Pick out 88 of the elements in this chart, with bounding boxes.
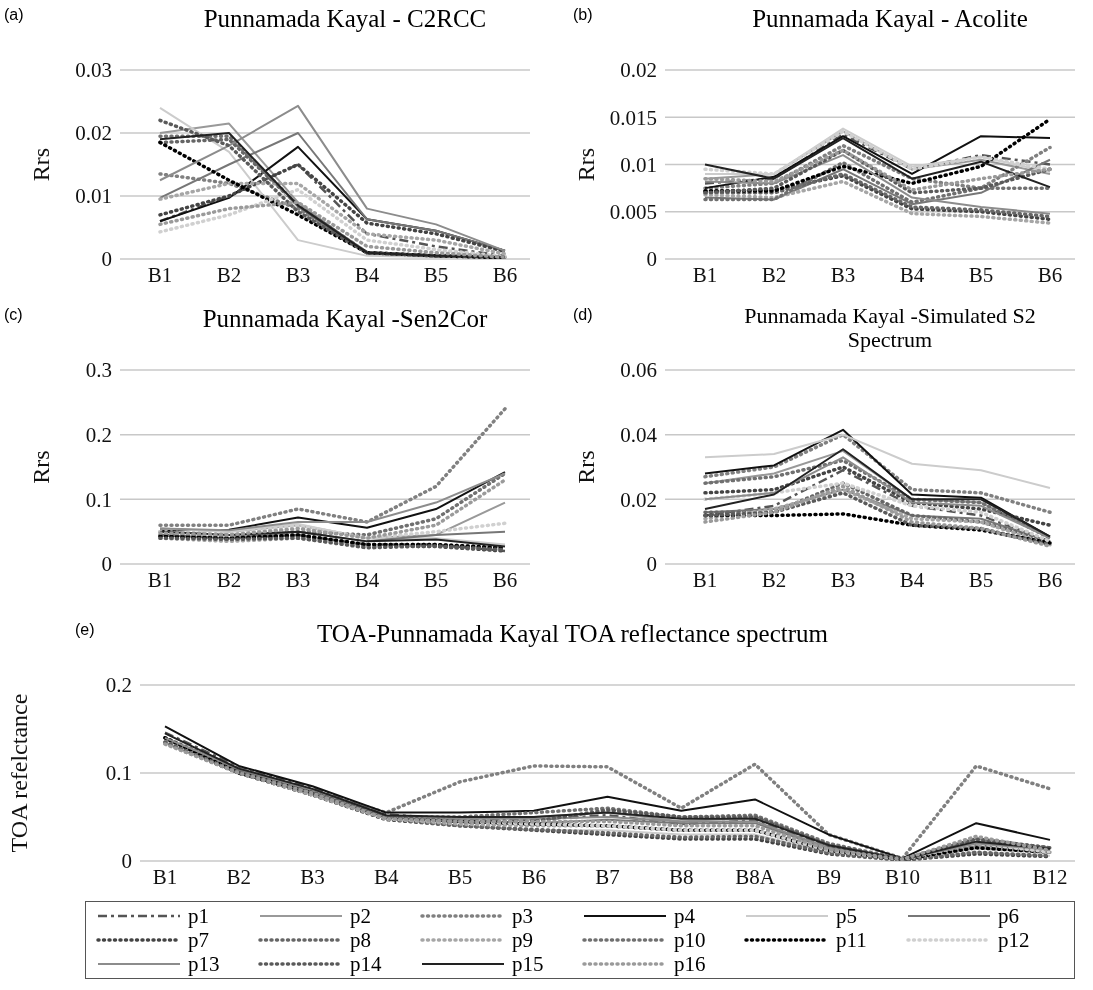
y-tick-label: 0.03 [75,58,112,83]
legend-label: p15 [512,952,544,976]
text: (d) [573,306,593,324]
y-tick-label: 0.2 [85,423,112,448]
x-tick-label: B2 [216,567,242,592]
x-tick-label: B5 [968,262,994,287]
y-tick-label: 0 [101,247,112,272]
legend-label: p1 [188,904,209,928]
y-tick-label: 0.01 [620,152,657,177]
legend-label: p11 [836,928,867,952]
x-tick-label: B2 [761,567,787,592]
y-tick-label: 0.06 [620,358,657,383]
x-tick-label: B4 [354,262,380,287]
x-tick-label: B3 [300,864,325,889]
y-tick-label: 0.02 [75,121,112,146]
legend-label: p14 [350,952,382,976]
text: (a) [4,6,24,24]
text: (c) [4,306,23,324]
y-tick-label: 0.3 [85,358,112,383]
legend-label: p12 [998,928,1030,952]
x-tick-label: B6 [1037,567,1063,592]
x-tick-label: B3 [830,262,856,287]
y-axis-title: Rrs [572,450,599,484]
legend-label: p4 [674,904,695,928]
y-tick-label: 0.005 [609,200,657,225]
legend-label: p7 [188,928,209,952]
y-tick-label: 0.02 [620,487,657,512]
y-axis-title: TOA refelctance [5,693,32,853]
text: (e) [75,621,95,639]
y-axis-title: Rrs [27,450,54,484]
x-tick-label: B10 [884,864,921,889]
chart-title: TOA-Punnamada Kayal TOA reflectance spectrum [317,620,828,647]
x-tick-label: B5 [968,567,994,592]
legend-label: p13 [188,952,220,976]
y-tick-label: 0 [101,552,112,577]
x-tick-label: B2 [226,864,252,889]
x-tick-label: B5 [447,864,473,889]
x-tick-label: B12 [1032,864,1068,889]
chart-title: Punnamada Kayal -Sen2Cor [201,304,489,334]
legend-label: p5 [836,904,857,928]
x-tick-label: B3 [285,567,311,592]
x-tick-label: B4 [354,567,380,592]
legend-label: p6 [998,904,1019,928]
x-tick-label: B1 [152,864,178,889]
legend-label: p2 [350,904,371,928]
x-tick-label: B3 [285,262,311,287]
x-tick-label: B4 [373,864,399,889]
y-tick-label: 0 [646,247,657,272]
chart-title: Punnamada Kayal - Acolite [751,4,1029,34]
text: (b) [573,6,593,24]
y-axis-title: Rrs [572,147,599,182]
x-tick-label: B1 [147,262,173,287]
y-tick-label: 0 [646,552,657,577]
x-tick-label: B5 [423,262,449,287]
legend-label: p10 [674,928,706,952]
x-tick-label: B6 [492,567,518,592]
legend-label: p3 [512,904,533,928]
y-tick-label: 0.02 [620,58,657,83]
x-tick-label: B5 [423,567,449,592]
y-tick-label: 0.1 [85,487,112,512]
legend-label: p8 [350,928,371,952]
x-tick-label: B2 [216,262,242,287]
x-tick-label: B1 [692,567,718,592]
x-tick-label: B11 [959,864,994,889]
y-tick-label: 0.2 [105,673,132,698]
legend-label: p16 [674,952,706,976]
x-tick-label: B6 [492,262,518,287]
x-tick-label: B3 [830,567,856,592]
x-tick-label: B4 [899,262,925,287]
x-tick-label: B1 [692,262,718,287]
y-tick-label: 0.015 [609,105,657,130]
y-tick-label: 0 [121,849,132,874]
chart-title: Punnamada Kayal -Simulated S2 Spectrum [743,303,1037,354]
x-tick-label: B4 [899,567,925,592]
legend-label: p9 [512,928,533,952]
x-tick-label: B2 [761,262,787,287]
x-tick-label: B8A [735,864,776,889]
chart-title: Punnamada Kayal - C2RCC [202,4,488,34]
x-tick-label: B9 [816,864,842,889]
y-axis-title: Rrs [27,147,54,182]
x-tick-label: B1 [147,567,173,592]
y-tick-label: 0.01 [75,184,112,209]
x-tick-label: B8 [668,864,694,889]
x-tick-label: B7 [595,864,620,889]
y-tick-label: 0.04 [620,423,658,448]
y-tick-label: 0.1 [105,761,132,786]
x-tick-label: B6 [521,864,547,889]
x-tick-label: B6 [1037,262,1063,287]
